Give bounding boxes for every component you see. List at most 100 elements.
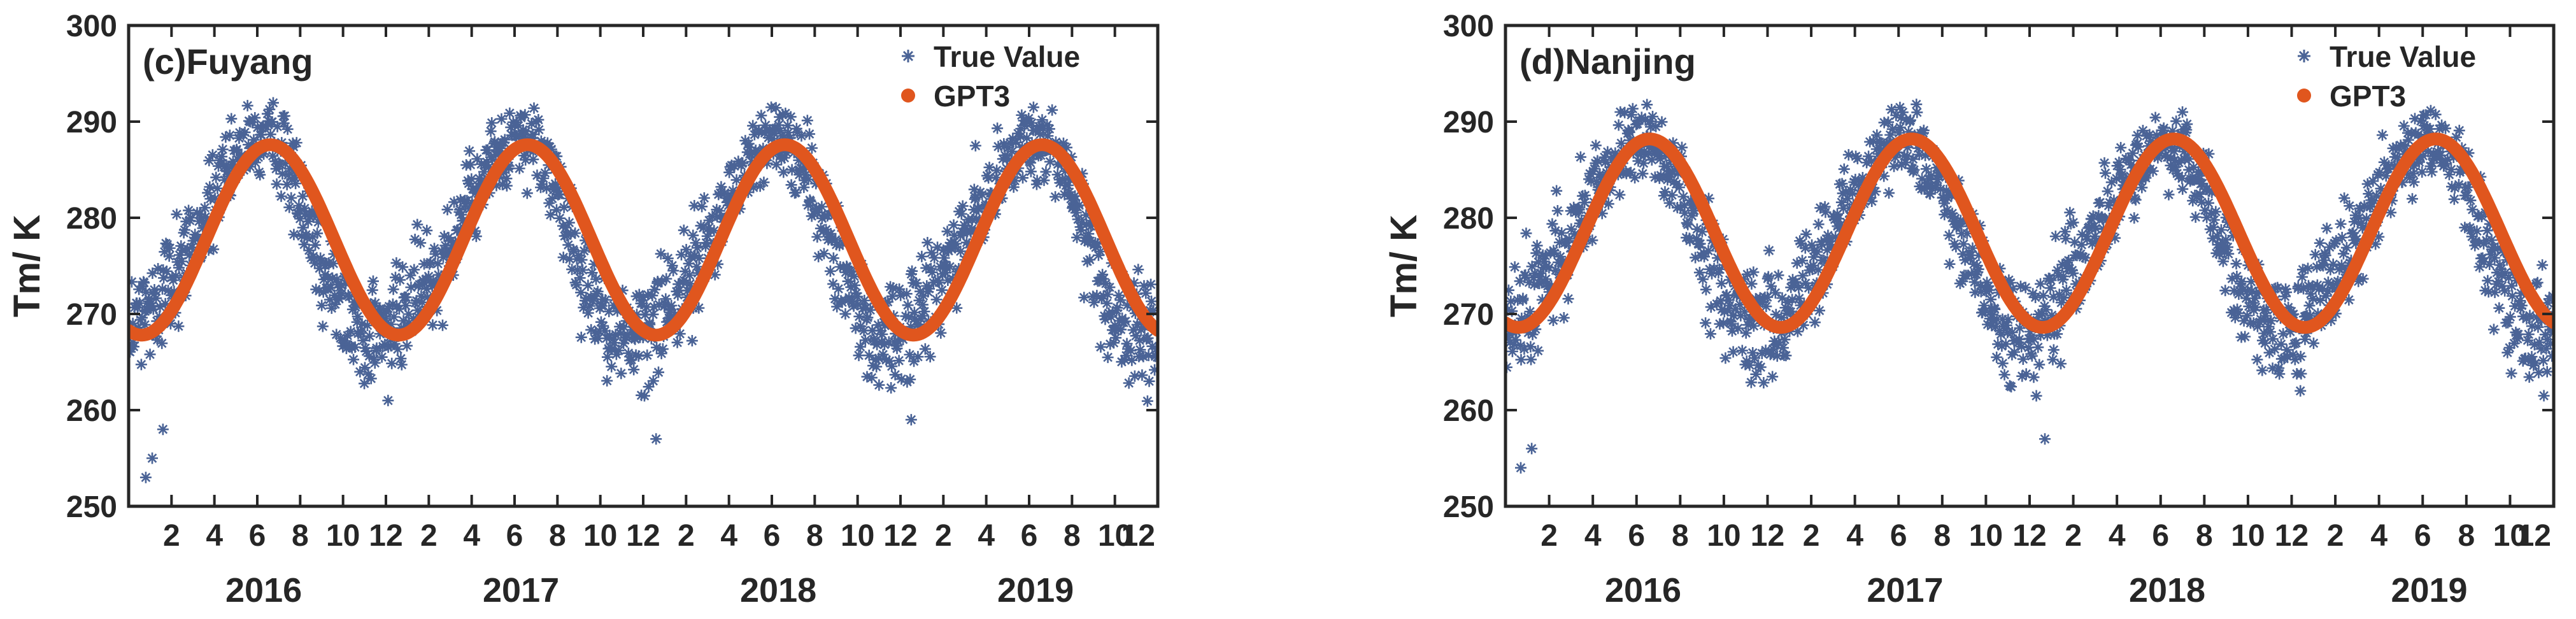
true-value-point — [887, 282, 899, 294]
true-value-point — [2123, 154, 2135, 166]
true-value-point — [1509, 334, 1521, 346]
true-value-point — [2513, 298, 2525, 310]
true-value-point — [575, 331, 587, 343]
true-value-point — [325, 281, 337, 294]
true-value-point — [721, 196, 733, 208]
true-value-point — [1838, 163, 1850, 175]
true-value-point — [688, 200, 701, 212]
true-value-point — [2326, 281, 2338, 294]
true-value-point — [1660, 150, 1672, 162]
y-axis-label: Tm/ K — [6, 215, 48, 317]
true-value-point — [1786, 294, 1798, 306]
true-value-point — [1762, 271, 1774, 283]
true-value-point — [2181, 118, 2193, 130]
true-value-point — [2466, 231, 2478, 243]
true-value-point — [916, 310, 929, 322]
true-value-point — [1505, 336, 1516, 348]
true-value-point — [1793, 281, 1805, 294]
true-value-point — [957, 200, 969, 212]
true-value-point — [1138, 280, 1150, 292]
true-value-point — [1026, 117, 1038, 129]
true-value-point — [432, 258, 444, 270]
true-value-point — [2241, 310, 2253, 322]
true-value-point — [1734, 299, 1746, 311]
true-value-point — [669, 308, 681, 320]
true-value-point — [845, 266, 857, 278]
true-value-point — [2028, 333, 2040, 345]
true-value-point — [310, 283, 322, 295]
true-value-point — [2023, 341, 2035, 353]
true-value-point — [908, 355, 920, 367]
true-value-point — [1125, 345, 1137, 357]
true-value-point — [2035, 329, 2047, 341]
true-value-point — [408, 264, 420, 276]
true-value-point — [129, 341, 139, 353]
true-value-point — [136, 280, 148, 292]
true-value-point — [743, 141, 755, 153]
x-tick-label: 8 — [1064, 519, 1081, 553]
true-value-point — [1770, 308, 1782, 320]
true-value-point — [1043, 123, 1055, 135]
true-value-point — [1981, 276, 1993, 288]
true-value-point — [562, 239, 574, 251]
true-value-point — [329, 298, 341, 310]
true-value-point — [1656, 116, 1668, 128]
true-value-point — [1505, 304, 1514, 316]
true-value-point — [1115, 324, 1127, 336]
true-value-point — [991, 164, 1003, 176]
true-value-point — [528, 102, 540, 114]
true-value-point — [2409, 113, 2421, 125]
true-value-point — [580, 292, 592, 304]
true-value-point — [275, 190, 287, 203]
true-value-point — [2376, 129, 2388, 141]
true-value-point — [1555, 251, 1567, 263]
true-value-point — [2487, 241, 2499, 253]
true-value-point — [1896, 106, 1909, 118]
true-value-point — [387, 283, 399, 295]
y-tick-label: 260 — [1443, 394, 1494, 428]
true-value-point — [590, 327, 602, 339]
true-value-point — [861, 371, 873, 383]
true-value-point — [845, 281, 857, 293]
true-value-point — [647, 375, 659, 387]
true-value-point — [1865, 155, 1877, 167]
true-value-point — [692, 267, 704, 279]
true-value-point — [239, 126, 251, 138]
true-value-point — [971, 213, 983, 225]
true-value-point — [1673, 181, 1685, 194]
true-value-point — [1979, 281, 1991, 294]
true-value-point — [485, 125, 497, 138]
true-value-point — [667, 265, 680, 277]
true-value-point — [164, 242, 176, 254]
true-value-point — [2049, 231, 2061, 243]
true-value-point — [976, 189, 988, 201]
true-value-point — [171, 208, 183, 220]
true-value-point — [865, 372, 878, 384]
true-value-point — [299, 203, 311, 215]
true-value-point — [310, 239, 322, 251]
true-value-point — [1754, 361, 1767, 373]
true-value-point — [443, 232, 455, 244]
true-value-point — [1664, 171, 1676, 183]
true-value-point — [1686, 210, 1698, 222]
true-value-point — [770, 102, 782, 114]
true-value-point — [1795, 238, 1807, 250]
true-value-point — [1856, 171, 1868, 183]
true-value-point — [2259, 310, 2272, 322]
true-value-point — [1006, 145, 1018, 157]
true-value-point — [2103, 197, 2116, 209]
true-value-point — [1050, 136, 1062, 148]
x-tick-label: 2 — [163, 519, 180, 553]
true-value-point — [147, 303, 159, 315]
true-value-point — [785, 111, 797, 123]
true-value-point — [1911, 106, 1923, 118]
year-label: 2016 — [1605, 571, 1681, 609]
true-value-point — [1784, 306, 1797, 318]
true-value-point — [2163, 189, 2175, 201]
true-value-point — [895, 373, 907, 385]
true-value-point — [584, 300, 596, 312]
true-value-point — [2265, 315, 2277, 327]
true-value-point — [1563, 233, 1575, 245]
true-value-point — [537, 172, 550, 184]
true-value-point — [1016, 172, 1028, 184]
